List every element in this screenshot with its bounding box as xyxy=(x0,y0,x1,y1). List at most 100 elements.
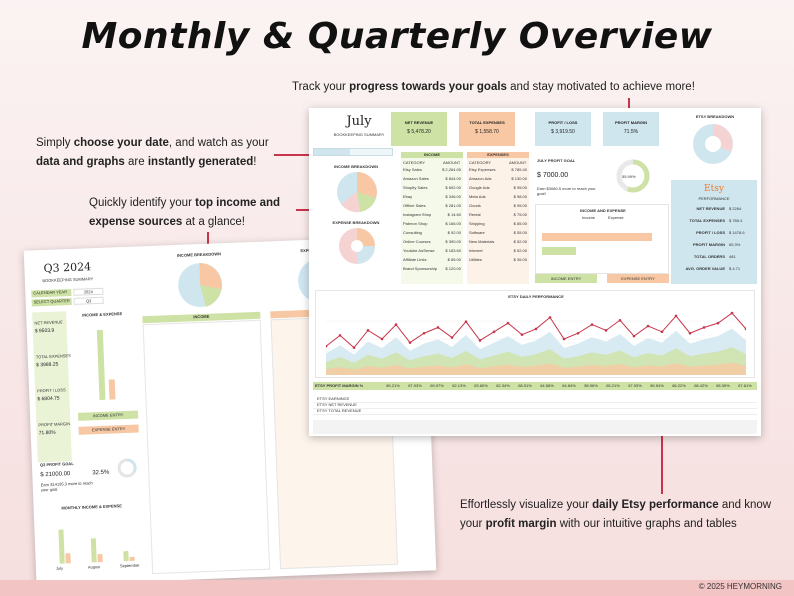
q-monthly-title: MONTHLY INCOME & EXPENSE xyxy=(61,503,122,511)
orders-point xyxy=(618,318,622,322)
etsy-stat-label: NET REVENUE xyxy=(696,206,725,211)
etsy-stat-value: 65.3% xyxy=(729,242,741,247)
q-expense-entry-button[interactable]: EXPENSE ENTRY xyxy=(78,424,139,435)
income-table-title: INCOME xyxy=(401,152,463,158)
month-selector[interactable] xyxy=(313,148,393,156)
callout-goals: Track your progress towards your goals a… xyxy=(292,81,695,93)
income-row-amount: $ 14.60 xyxy=(447,212,461,217)
q-goal-value: $ 21000.00 xyxy=(40,471,71,479)
month-subtitle: BOOKKEEPING SUMMARY xyxy=(333,132,385,137)
expense-table-title: EXPENSES xyxy=(467,152,529,158)
etsy-stat-value: 481 xyxy=(729,254,736,259)
orders-point xyxy=(632,334,636,338)
income-table: INCOME CATEGORY AMOUNT Etsy Sales $ 2,264… xyxy=(401,152,463,284)
margin-cell: 58.96% xyxy=(584,383,598,388)
orders-point xyxy=(422,331,426,335)
expense-row-amount: $ 52.00 xyxy=(513,248,527,253)
margin-cell: 68.51% xyxy=(518,383,532,388)
etsy-performance-panel: Etsy PERFORMANCE NET REVENUE $ 2264 TOTAL … xyxy=(671,180,757,284)
income-row-category: Youtube AdSense xyxy=(403,248,435,253)
income-row-category: Patreon Shop xyxy=(403,221,428,226)
q-goal-label: Q3 PROFIT GOAL xyxy=(39,461,74,468)
margin-row: ETSY PROFIT MARGIN % 65.21% 67.93% 69.97% 6… xyxy=(313,382,757,390)
income-row-category: Brand Sponsorship xyxy=(403,266,438,271)
monthly-sheet: July BOOKKEEPING SUMMARY NET REVENUE $ 5… xyxy=(309,108,761,436)
orders-point xyxy=(520,333,524,336)
q-income-entry-button[interactable]: INCOME ENTRY xyxy=(77,410,139,421)
expense-row-amount: $ 98.00 xyxy=(513,194,527,199)
income-breakdown-title: INCOME BREAKDOWN xyxy=(334,164,378,169)
callout-income: Quickly identify your top income and exp… xyxy=(89,197,281,228)
calendar-year-select[interactable]: 2024 xyxy=(73,287,104,296)
row-label-total-revenue: ETSY TOTAL REVENUE xyxy=(317,408,362,413)
etsy-stat-label: TOTAL ORDERS xyxy=(693,254,725,259)
expense-table: EXPENSES CATEGORY AMOUNT Etsy Expenses $ … xyxy=(467,152,529,284)
quarter-title: Q3 2024 xyxy=(43,260,92,276)
income-row-category: Ebay xyxy=(403,194,413,199)
row-label-net-revenue: ETSY NET REVENUE xyxy=(317,402,357,407)
margin-cell: 63.80% xyxy=(474,383,488,388)
expense-entry-button[interactable]: EXPENSE ENTRY xyxy=(607,274,669,283)
orders-point xyxy=(326,344,328,348)
etsy-stat-label: PROFIT / LOSS xyxy=(696,230,725,235)
kpi-profit-margin: PROFIT MARGIN 71.5% xyxy=(603,112,659,146)
q-month-income-bar xyxy=(58,529,65,564)
margin-cell: 68.42% xyxy=(694,383,708,388)
income-expense-panel: INCOME AND EXPENSE Income Expense xyxy=(535,204,669,274)
calendar-year-label: CALENDAR YEAR xyxy=(31,289,72,298)
income-bar xyxy=(542,233,652,241)
orders-point xyxy=(534,327,538,331)
expense-bar xyxy=(542,247,576,255)
orders-point xyxy=(744,327,746,331)
income-row-amount: $ 92.00 xyxy=(447,230,461,235)
margin-cell: 67.61% xyxy=(738,383,752,388)
callout-date: Simply choose your date, and watch as yo… xyxy=(36,137,269,168)
orders-point xyxy=(366,329,370,332)
income-col-amount: AMOUNT xyxy=(443,160,461,165)
orders-point xyxy=(338,334,342,337)
income-row-category: Consulting xyxy=(403,230,422,235)
select-quarter-select[interactable]: Q3 xyxy=(73,296,104,305)
expense-row-category: New Materials xyxy=(469,239,495,244)
expense-row-amount: $ 130.00 xyxy=(511,176,527,181)
etsy-sub: PERFORMANCE xyxy=(698,196,730,201)
income-row-category: Instagram Shop xyxy=(403,212,432,217)
margin-cell: 65.21% xyxy=(606,383,620,388)
q-month-expense-bar xyxy=(129,556,135,561)
expense-col-category: CATEGORY xyxy=(469,160,492,165)
expense-row-category: Rental xyxy=(469,212,481,217)
orders-point xyxy=(702,326,706,329)
q-expense-bar xyxy=(108,379,116,400)
callout-daily: Effortlessly visualize your daily Etsy p… xyxy=(460,499,772,530)
q-month-label: September xyxy=(119,562,140,569)
orders-point xyxy=(590,323,594,326)
expense-row-category: Meta Ads xyxy=(469,194,486,199)
daily-chart-title: ETSY DAILY PERFORMANCE xyxy=(508,294,564,299)
q-month-expense-bar xyxy=(97,554,103,563)
orders-point xyxy=(492,330,496,334)
income-row-category: Shopify Sales xyxy=(403,185,428,190)
margin-cell: 65.39% xyxy=(716,383,730,388)
q-goal-pct: 32.5% xyxy=(92,469,110,477)
margin-cell: 65.54% xyxy=(650,383,664,388)
margin-cell: 66.22% xyxy=(672,383,686,388)
etsy-logo: Etsy xyxy=(704,184,724,194)
q-profit-loss: $ 6804.75 xyxy=(37,395,60,403)
page-title: Monthly & Quarterly Overview xyxy=(81,16,713,57)
select-quarter-label: SELECT QUARTER xyxy=(31,297,72,307)
income-entry-button[interactable]: INCOME ENTRY xyxy=(535,274,597,283)
expense-row-category: Shipping xyxy=(469,221,485,226)
orders-point xyxy=(506,321,510,325)
orders-point xyxy=(450,336,454,339)
orders-point xyxy=(352,346,356,349)
goal-ring xyxy=(616,159,650,193)
expense-row-amount: $ 95.00 xyxy=(513,185,527,190)
income-row-category: Offline Sales xyxy=(403,203,426,208)
margin-row-label: ETSY PROFIT MARGIN % xyxy=(315,383,364,388)
q-income-pie xyxy=(178,263,223,308)
margin-cell: 64.58% xyxy=(540,383,554,388)
income-row-category: Etsy Sales xyxy=(403,167,422,172)
etsy-stat-value: $ 4.71 xyxy=(729,266,741,271)
orders-point xyxy=(688,331,692,335)
q-income-bar xyxy=(96,329,106,401)
